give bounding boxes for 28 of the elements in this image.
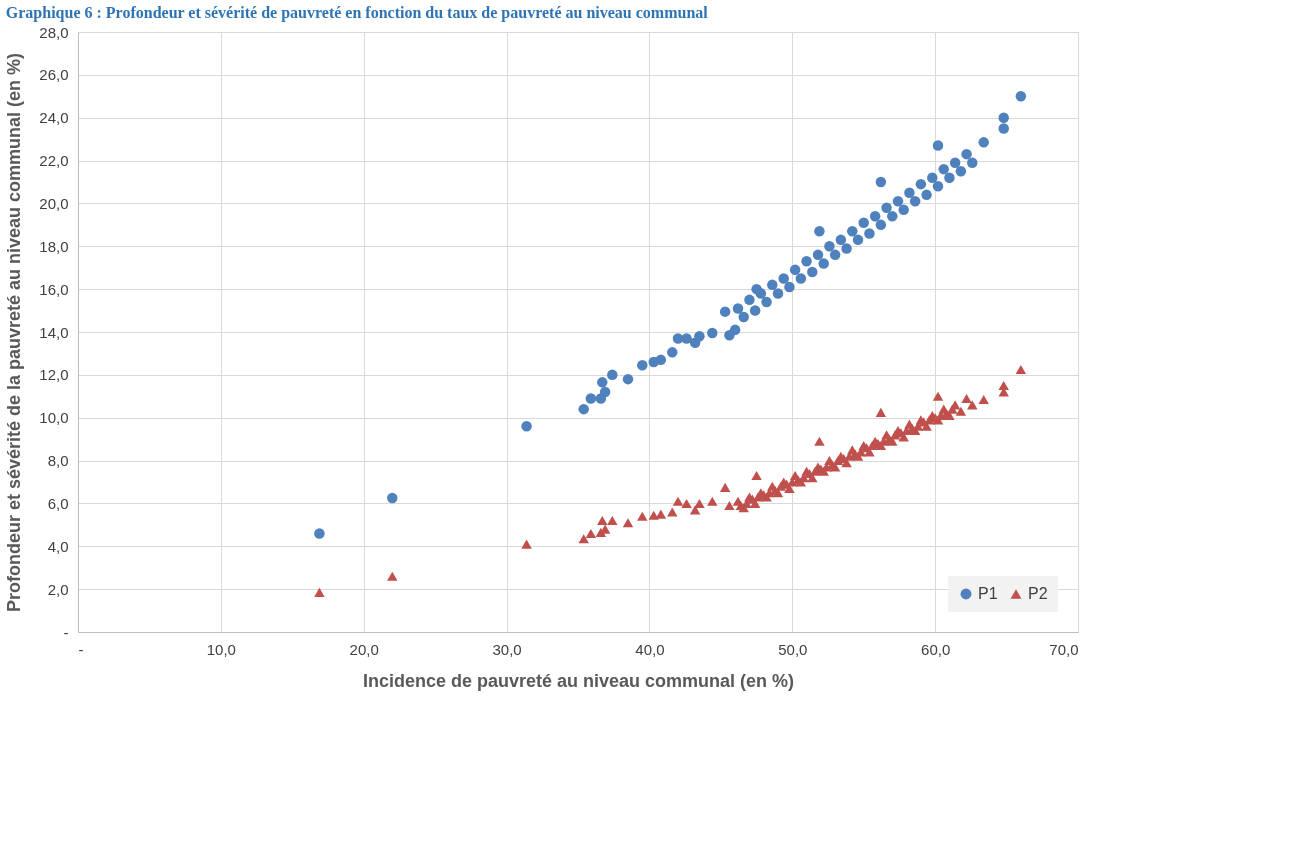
y-tick-label: 20,0 [39,194,69,212]
legend-label: P1 [978,585,998,602]
x-tick-label: 30,0 [492,640,522,658]
y-tick-label: - [63,623,69,641]
x-tick-label: 40,0 [635,640,665,658]
y-tick-label: 14,0 [39,323,69,341]
y-tick-label: 26,0 [39,66,69,84]
y-tick-label: 10,0 [39,409,69,427]
y-tick-label: 28,0 [39,23,69,41]
x-tick-label: 50,0 [778,640,808,658]
y-tick-label: 2,0 [47,580,69,598]
y-tick-label: 24,0 [39,109,69,127]
y-tick-label: 12,0 [39,366,69,384]
x-tick-label: 10,0 [206,640,236,658]
x-tick-label: 60,0 [921,640,951,658]
y-tick-label: 6,0 [47,494,69,512]
y-tick-label: 22,0 [39,152,69,170]
x-axis-title: Incidence de pauvreté au niveau communal (en %) [362,670,795,691]
legend-label: P2 [1028,585,1048,602]
y-tick-label: 4,0 [47,537,69,555]
y-tick-label: 18,0 [39,237,69,255]
x-tick-label: - [78,640,84,658]
y-axis-title: Profondeur et sévérité de la pauvreté au niveau communal (en %) [4,52,25,613]
y-tick-label: 16,0 [39,280,69,298]
x-tick-label: 70,0 [1049,640,1079,658]
x-tick-label: 20,0 [349,640,379,658]
y-tick-label: 8,0 [47,452,69,470]
chart-title: Graphique 6 : Profondeur et sévérité de pauvreté en fonction du taux de pauvreté au niveau communal [5,4,709,22]
